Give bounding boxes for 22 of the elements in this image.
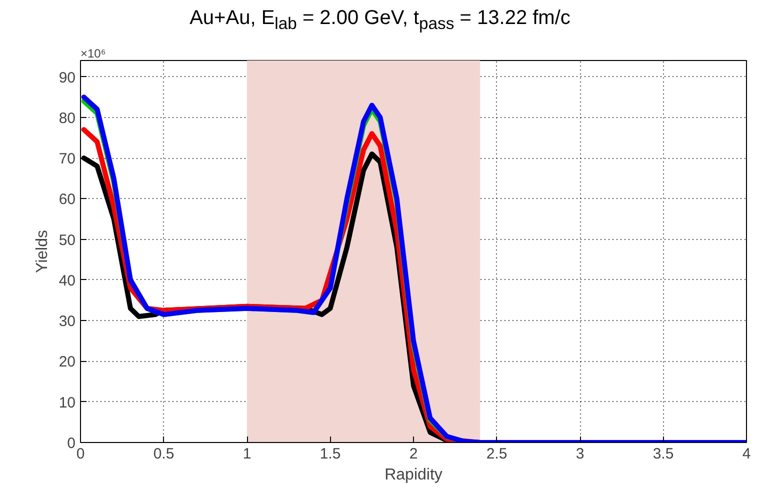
text: ×10⁶ bbox=[80, 46, 106, 60]
y-axis-title: Yields bbox=[34, 230, 51, 273]
x-tick-label: 0.5 bbox=[153, 446, 174, 462]
y-tick-label: 30 bbox=[58, 313, 76, 330]
y-tick-label: 0 bbox=[67, 435, 76, 452]
x-tick-label: 3 bbox=[576, 446, 584, 462]
x-tick-label: 1 bbox=[242, 446, 252, 462]
y-tick-label: 50 bbox=[58, 232, 76, 249]
x-tick-label: 3.5 bbox=[652, 446, 674, 462]
y-tick-label: 10 bbox=[58, 394, 76, 412]
y-tick-label: 80 bbox=[58, 110, 76, 127]
x-axis-title: Rapidity bbox=[384, 466, 442, 484]
x-tick-label: 4 bbox=[742, 446, 751, 462]
y-tick-label: 20 bbox=[58, 354, 76, 371]
y-tick-label: 90 bbox=[58, 69, 76, 86]
x-tick-label: 2.5 bbox=[486, 446, 508, 462]
y-tick-label: 40 bbox=[58, 272, 76, 290]
x-tick-label: 2 bbox=[409, 446, 418, 462]
y-tick-label: 70 bbox=[58, 150, 76, 168]
y-tick-label: 60 bbox=[58, 191, 76, 208]
chart-title: Au+Au, E$_{lab}$ = 2.00 GeV, t$_{pass}$ = 13.22 fm/c bbox=[188, 6, 572, 35]
x-tick-label: 1.5 bbox=[320, 446, 341, 462]
